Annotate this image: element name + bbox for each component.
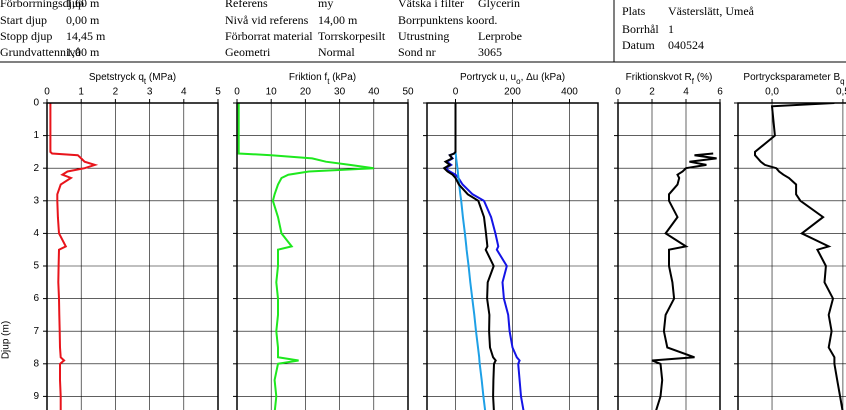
panel-title: Portryck u, uo, Δu (kPa) bbox=[460, 72, 565, 86]
header-value: 1,60 m bbox=[66, 0, 100, 10]
panel-frame bbox=[46, 102, 219, 410]
y-tick-label: 6 bbox=[33, 293, 39, 304]
header-label: Vätska i filter bbox=[398, 0, 464, 10]
panel-frame bbox=[236, 102, 409, 410]
header-label: Utrustning bbox=[398, 29, 449, 43]
x-tick-label: 0 bbox=[615, 87, 621, 98]
x-tick-label: 20 bbox=[300, 87, 312, 98]
header-value: 1 bbox=[668, 22, 674, 36]
title-subscript: t bbox=[144, 77, 147, 86]
header-label: Förborrningsdjup bbox=[0, 0, 84, 10]
header-value: 040524 bbox=[668, 38, 704, 52]
panel-frame bbox=[617, 102, 721, 410]
x-tick-label: 0 bbox=[44, 87, 50, 98]
x-tick-label: 1 bbox=[78, 87, 84, 98]
header-label: Datum bbox=[622, 38, 655, 52]
header-value: 14,00 m bbox=[318, 13, 358, 27]
x-tick-label: 2 bbox=[649, 87, 655, 98]
y-tick-label: 1 bbox=[33, 130, 39, 141]
x-tick-label: 30 bbox=[334, 87, 346, 98]
header-value: 1,00 m bbox=[66, 45, 100, 59]
x-tick-label: 0,5 bbox=[836, 87, 846, 98]
x-tick-label: 0 bbox=[234, 87, 240, 98]
panel-title: Spetstryck qt (MPa) bbox=[89, 72, 176, 86]
title-text: Portryck u, u bbox=[460, 72, 516, 83]
title-text: (kPa) bbox=[329, 72, 356, 83]
title-subscript: t bbox=[327, 77, 330, 86]
panel-title: Friktionskvot Rf (%) bbox=[626, 72, 713, 86]
header-value: my bbox=[318, 0, 333, 10]
title-text: (MPa) bbox=[146, 72, 176, 83]
panel-frame bbox=[737, 102, 846, 410]
header-label: Borrhål bbox=[622, 22, 659, 36]
title-text: (%) bbox=[694, 72, 712, 83]
y-tick-label: 5 bbox=[33, 261, 39, 272]
header-value: 3065 bbox=[478, 45, 502, 59]
title-subscript: f bbox=[692, 77, 695, 86]
data-line bbox=[49, 103, 99, 410]
header-value: 0,00 m bbox=[66, 13, 100, 27]
title-text: , Δu (kPa) bbox=[521, 72, 565, 83]
data-line bbox=[651, 152, 717, 410]
x-tick-label: 2 bbox=[113, 87, 119, 98]
data-line bbox=[442, 103, 497, 410]
header-label: Sond nr bbox=[398, 45, 436, 59]
title-text: Portrycksparameter B bbox=[743, 72, 840, 83]
panel-title: Friktion ft (kPa) bbox=[289, 72, 356, 86]
header-label: Stopp djup bbox=[0, 29, 52, 43]
panel-title: Portrycksparameter Bq bbox=[743, 72, 844, 86]
header-value: Lerprobe bbox=[478, 29, 522, 43]
y-tick-label: 2 bbox=[33, 163, 39, 174]
title-subscript: q bbox=[840, 77, 844, 86]
y-tick-label: 3 bbox=[33, 195, 39, 206]
data-line bbox=[237, 103, 374, 410]
x-tick-label: 0,0 bbox=[765, 87, 779, 98]
x-tick-label: 3 bbox=[147, 87, 153, 98]
header-value: Västerslätt, Umeå bbox=[668, 4, 755, 18]
y-tick-label: 8 bbox=[33, 358, 39, 369]
header-label: Förborrat material bbox=[225, 29, 313, 43]
header-label: Grundvattennivå bbox=[0, 45, 81, 59]
data-line bbox=[454, 103, 487, 410]
title-text: Friktionskvot R bbox=[626, 72, 692, 83]
header-value: Glycerin bbox=[478, 0, 520, 10]
header-value: 14,45 m bbox=[66, 29, 106, 43]
x-tick-label: 400 bbox=[561, 87, 578, 98]
header-label: Referens bbox=[225, 0, 268, 10]
x-tick-label: 40 bbox=[368, 87, 380, 98]
title-subscript: o bbox=[516, 77, 521, 86]
header-label: Plats bbox=[622, 4, 646, 18]
y-tick-label: 4 bbox=[33, 228, 39, 239]
y-tick-label: 7 bbox=[33, 326, 39, 337]
x-tick-label: 6 bbox=[717, 87, 723, 98]
title-text: Spetstryck q bbox=[89, 72, 144, 83]
header-value: Torrskorpesilt bbox=[318, 29, 386, 43]
y-tick-label: 9 bbox=[33, 391, 39, 402]
header-label: Nivå vid referens bbox=[225, 13, 309, 27]
x-tick-label: 200 bbox=[504, 87, 521, 98]
header-label: Borrpunktens koord. bbox=[398, 13, 497, 27]
x-tick-label: 50 bbox=[402, 87, 414, 98]
data-line bbox=[754, 103, 844, 410]
title-text: Friktion f bbox=[289, 72, 328, 83]
header-value: Normal bbox=[318, 45, 355, 59]
x-tick-label: 4 bbox=[181, 87, 187, 98]
x-tick-label: 10 bbox=[266, 87, 278, 98]
header-label: Start djup bbox=[0, 13, 47, 27]
header-label: Geometri bbox=[225, 45, 271, 59]
x-tick-label: 0 bbox=[453, 87, 459, 98]
y-tick-label: 0 bbox=[33, 98, 39, 109]
x-tick-label: 4 bbox=[683, 87, 689, 98]
y-axis-label: Djup (m) bbox=[1, 321, 12, 359]
x-tick-label: 5 bbox=[215, 87, 221, 98]
panel-frame bbox=[426, 102, 599, 410]
